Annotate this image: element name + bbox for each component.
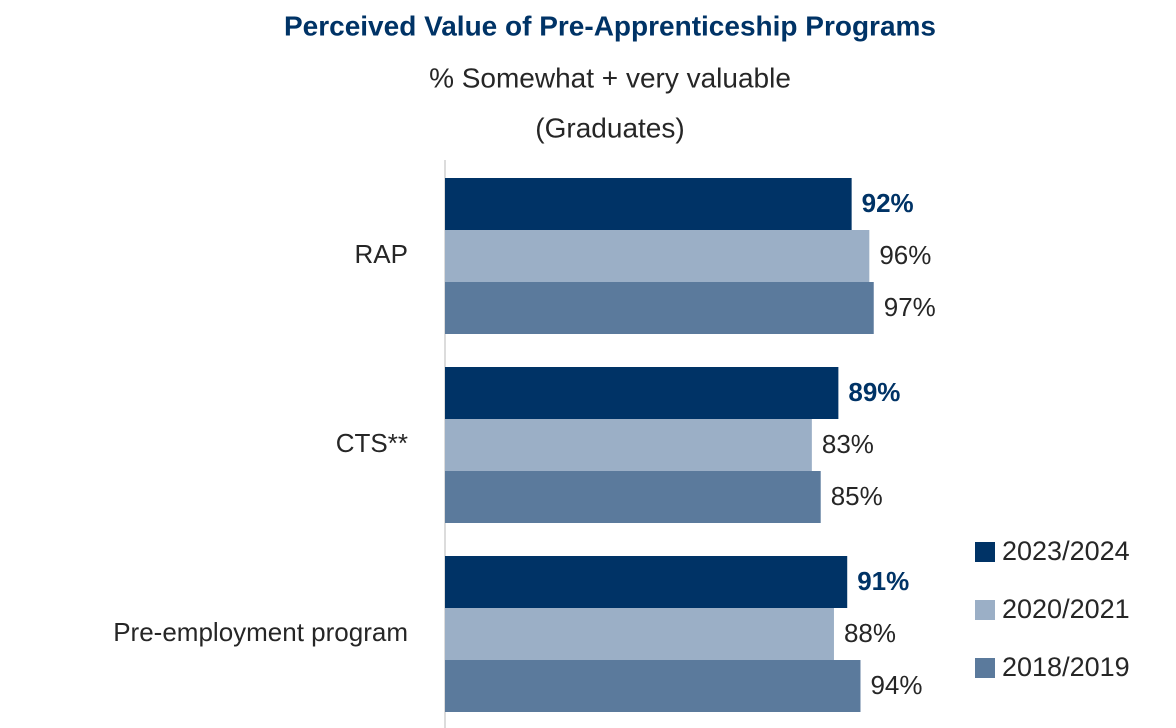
value-label: 83%: [822, 429, 874, 459]
category-label: RAP: [355, 239, 408, 269]
legend-label: 2020/2021: [1002, 594, 1130, 624]
value-label: 94%: [870, 670, 922, 700]
bar: [445, 419, 812, 471]
bar: [445, 282, 874, 334]
bar: [445, 178, 852, 230]
legend-label: 2023/2024: [1002, 536, 1130, 566]
legend-swatch: [975, 658, 995, 678]
value-label: 89%: [848, 377, 900, 407]
bar: [445, 230, 870, 282]
value-label: 96%: [879, 240, 931, 270]
chart-subtitle: % Somewhat + very valuable: [429, 62, 791, 93]
chart-title: Perceived Value of Pre-Apprenticeship Pr…: [284, 10, 936, 41]
bar: [445, 660, 861, 712]
bar: [445, 608, 834, 660]
value-label: 91%: [857, 566, 909, 596]
bar: [445, 556, 848, 608]
bar: [445, 471, 821, 523]
category-label: CTS**: [336, 428, 408, 458]
value-label: 88%: [844, 618, 896, 648]
legend-swatch: [975, 542, 995, 562]
value-label: 97%: [884, 292, 936, 322]
value-label: 92%: [862, 188, 914, 218]
chart-subtitle: (Graduates): [535, 112, 684, 143]
bar: [445, 367, 839, 419]
value-label: 85%: [831, 481, 883, 511]
legend-swatch: [975, 600, 995, 620]
legend-label: 2018/2019: [1002, 652, 1130, 682]
category-label: Pre-employment program: [113, 617, 408, 647]
